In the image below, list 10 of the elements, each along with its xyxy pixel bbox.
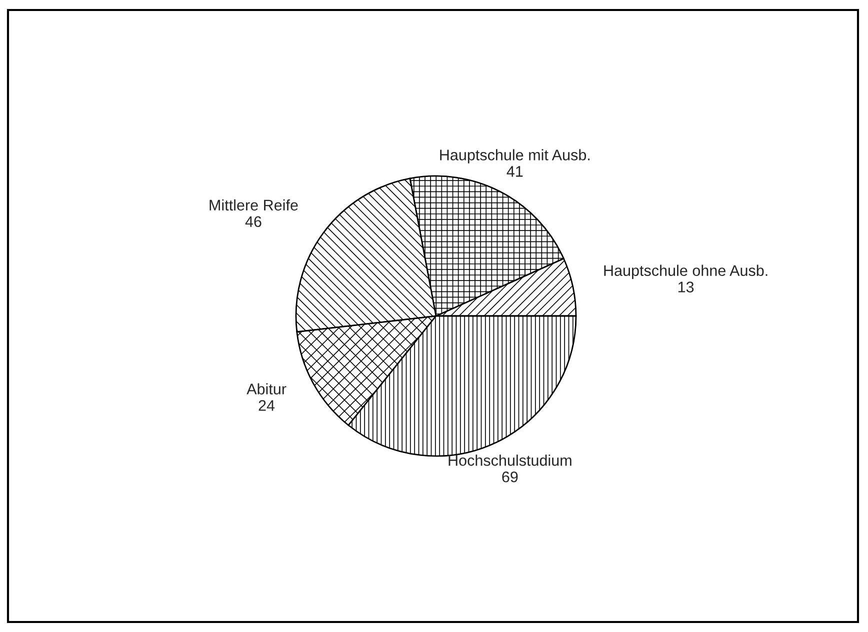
- slice-label: Hauptschule ohne Ausb.: [604, 264, 768, 280]
- data-label: 13: [678, 282, 694, 292]
- slice-label: Hochschulstudium: [448, 454, 572, 466]
- slice-label: Abitur: [246, 383, 286, 394]
- data-label: 46: [245, 216, 262, 228]
- slice-label: Mittlere Reife: [210, 199, 298, 211]
- slice-label: Hauptschule mit Ausb.: [440, 149, 590, 164]
- data-label: 41: [506, 166, 523, 177]
- data-label: 24: [258, 400, 275, 411]
- data-label: 69: [502, 471, 518, 482]
